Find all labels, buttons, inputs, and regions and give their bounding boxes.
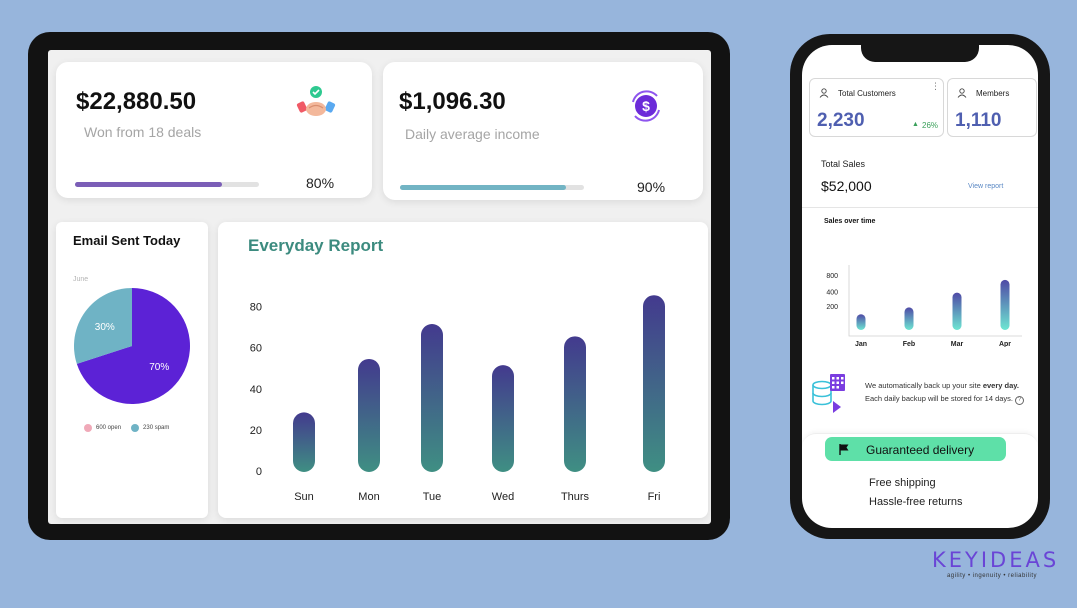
y-tick-label: 20 <box>250 425 262 437</box>
members-value: 1,110 <box>955 110 1002 131</box>
income-progress-label: 90% <box>637 179 666 195</box>
income-amount: $1,096.30 <box>399 88 506 115</box>
x-tick-label: Feb <box>903 341 915 347</box>
chart-bar[interactable] <box>904 307 914 330</box>
phone-device: Total Customers ⋮ 2,230 ▲ 26% Members 1,… <box>790 34 1050 539</box>
database-backup-icon <box>812 374 845 413</box>
everyday-report-chart: 0 20 40 60 80 Sun Mon Tue Wed Thurs Fri <box>250 295 665 503</box>
pie-slice-label: 30% <box>95 322 115 333</box>
chart-bar[interactable] <box>492 365 514 472</box>
divider <box>802 207 1038 208</box>
legend-label: 600 open <box>96 425 122 431</box>
chart-bar[interactable] <box>856 314 866 330</box>
guaranteed-delivery-badge[interactable]: Guaranteed delivery <box>825 437 1006 461</box>
report-title: Everyday Report <box>248 236 384 255</box>
chart-bar[interactable] <box>421 324 443 472</box>
y-tick-label: 80 <box>250 302 262 314</box>
legend-item: 600 open <box>84 424 121 432</box>
more-options-icon[interactable]: ⋮ <box>931 81 940 91</box>
won-subtitle: Won from 18 deals <box>84 124 202 140</box>
pie-slice <box>76 288 190 404</box>
x-tick-label: Thurs <box>561 491 590 503</box>
backup-line2: Each daily backup will be stored for 14 … <box>865 394 1013 403</box>
won-amount: $22,880.50 <box>76 88 197 115</box>
total-customers-label: Total Customers <box>838 89 896 98</box>
pie-slice <box>74 288 132 364</box>
phone-notch <box>861 45 979 62</box>
y-tick-label: 400 <box>826 290 838 297</box>
total-sales-label: Total Sales <box>821 159 866 169</box>
promo-panel <box>802 433 1038 528</box>
view-report-link[interactable]: View report <box>968 183 1004 190</box>
svg-text:$: $ <box>642 98 650 114</box>
flag-icon <box>839 444 849 455</box>
chart-bar[interactable] <box>643 295 665 472</box>
chart-bar[interactable] <box>293 412 315 472</box>
y-tick-label: 60 <box>250 343 262 355</box>
chart-bar[interactable] <box>358 358 380 472</box>
x-tick-label: Fri <box>648 491 661 503</box>
members-card[interactable]: Members 1,110 <box>947 78 1037 137</box>
email-sent-card: Email Sent Today June 70% 30% 600 open 230… <box>56 222 208 518</box>
total-customers-card[interactable]: Total Customers ⋮ 2,230 ▲ 26% <box>809 78 944 137</box>
legend-swatch <box>131 424 140 432</box>
phone-screen: Total Customers ⋮ 2,230 ▲ 26% Members 1,… <box>802 45 1038 528</box>
free-shipping-text: Free shipping <box>869 477 936 489</box>
x-tick-label: Tue <box>423 491 442 503</box>
y-tick-label: 0 <box>256 466 262 478</box>
brand-name: KEYIDEAS <box>932 548 1060 572</box>
won-progress-label: 80% <box>306 175 335 191</box>
legend-swatch <box>84 424 92 432</box>
brand-tagline: agility • ingenuity • reliability <box>946 573 1038 579</box>
income-subtitle: Daily average income <box>405 126 540 142</box>
legend-label: 230 spam <box>143 425 170 431</box>
guaranteed-delivery-label: Guaranteed delivery <box>866 443 975 457</box>
pie-slice-label: 70% <box>149 362 169 373</box>
help-icon[interactable]: ? <box>1015 396 1025 405</box>
email-pie-chart: 70% 30% <box>74 288 190 404</box>
handshake-icon <box>296 86 336 116</box>
chart-axis <box>848 265 1022 337</box>
y-tick-label: 40 <box>250 384 262 396</box>
chart-bar[interactable] <box>952 292 962 330</box>
customers-change: 26% <box>922 121 939 130</box>
trend-up-icon: ▲ <box>912 121 919 128</box>
income-progress-fill <box>400 185 566 190</box>
sales-over-time-title: Sales over time <box>824 218 876 225</box>
backup-frequency: every day. <box>982 381 1019 390</box>
x-tick-label: Mar <box>951 341 964 347</box>
everyday-report-card: Everyday Report 0 20 40 60 80 Sun Mon Tue Wed Thu… <box>218 222 708 518</box>
x-tick-label: Wed <box>492 491 514 503</box>
y-tick-label: 200 <box>826 304 838 311</box>
pie-caption: June <box>73 276 89 283</box>
won-progress-fill <box>75 182 223 187</box>
x-tick-label: Sun <box>294 491 314 503</box>
tablet-screen: $22,880.50 Won from 18 deals 80% $1,096.… <box>48 50 711 524</box>
total-sales-value: $52,000 <box>821 178 872 194</box>
members-label: Members <box>976 89 1010 98</box>
won-progress-bar <box>75 182 259 187</box>
user-icon <box>819 88 829 98</box>
sales-over-time-chart: 200 400 800 Jan Feb Mar Apr <box>826 265 1022 347</box>
email-card-title: Email Sent Today <box>73 233 181 248</box>
x-tick-label: Mon <box>358 491 379 503</box>
user-icon <box>957 88 967 98</box>
chart-bar[interactable] <box>564 336 586 472</box>
daily-income-card: $1,096.30 Daily average income $ 90% <box>383 62 703 200</box>
y-tick-label: 800 <box>826 273 838 280</box>
total-customers-value: 2,230 <box>817 110 865 131</box>
x-tick-label: Jan <box>855 341 867 347</box>
x-tick-label: Apr <box>999 341 1011 347</box>
dollar-cycle-icon: $ <box>632 90 660 122</box>
legend-item: 230 spam <box>131 424 169 432</box>
hassle-free-returns-text: Hassle-free returns <box>869 496 963 508</box>
keyideas-logo: KEYIDEAS agility • ingenuity • reliabili… <box>932 548 1060 579</box>
tablet-device: $22,880.50 Won from 18 deals 80% $1,096.… <box>28 32 730 540</box>
chart-bar[interactable] <box>1000 279 1010 330</box>
backup-line1: We automatically back up your site <box>865 381 983 390</box>
backup-message: We automatically back up your site every… <box>865 379 1037 405</box>
pie-legend: 600 open 230 spam <box>84 424 169 432</box>
income-progress-bar <box>400 185 584 190</box>
won-deals-card: $22,880.50 Won from 18 deals 80% <box>56 62 372 198</box>
